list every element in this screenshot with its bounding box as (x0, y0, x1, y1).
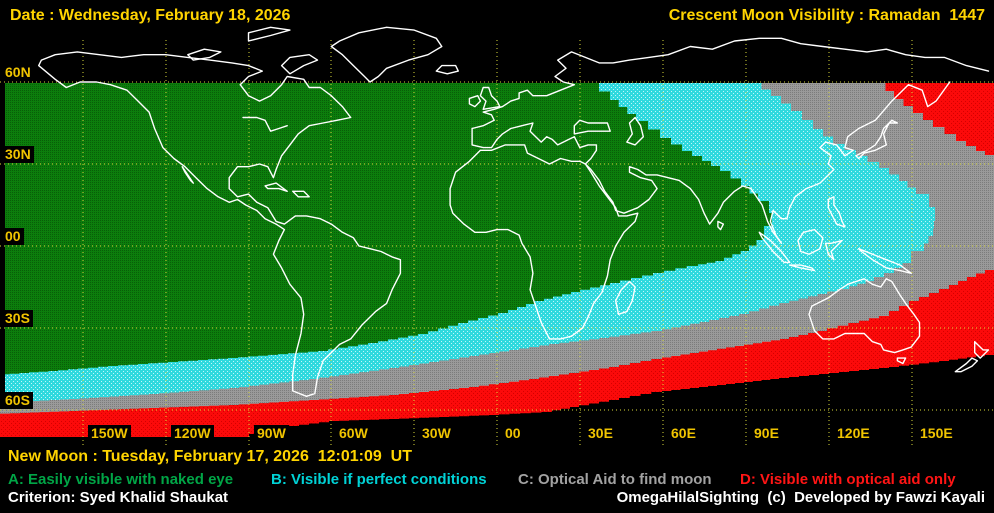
new-moon-time: New Moon : Tuesday, February 17, 2026 12… (8, 448, 412, 465)
page-title: Crescent Moon Visibility : Ramadan 1447 (668, 7, 985, 24)
criterion-credit: Criterion: Syed Khalid Shaukat (8, 489, 229, 506)
legend-item-b: B: Visible if perfect conditions (271, 471, 487, 488)
legend-item-c: C: Optical Aid to find moon (518, 471, 712, 488)
lon-label-90E-8: 90E (751, 425, 782, 442)
legend-item-d: D: Visible with optical aid only (740, 471, 956, 488)
coastline (435, 64, 459, 75)
coastline (292, 190, 310, 198)
coastline (181, 166, 194, 184)
legend-item-a: A: Easily visible with naked eye (8, 471, 234, 488)
coastline (573, 119, 611, 135)
coastline (280, 54, 319, 75)
coastline (858, 248, 912, 274)
lat-label-30N: 30N (2, 146, 34, 163)
coastline (758, 231, 791, 264)
coastline (264, 182, 288, 192)
lon-label-150W-0: 150W (88, 425, 131, 442)
coastline (954, 357, 979, 373)
coastline (855, 119, 899, 160)
coastline (479, 86, 501, 110)
coastline (974, 341, 990, 359)
coastline (808, 278, 921, 354)
coastline (827, 196, 846, 228)
coastline (797, 228, 824, 255)
lon-label-30W-4: 30W (419, 425, 454, 442)
date-label: Date : Wednesday, February 18, 2026 (10, 7, 291, 24)
lon-label-30E-6: 30E (585, 425, 616, 442)
coastline (789, 264, 816, 272)
lat-label-60S: 60S (2, 392, 33, 409)
coastline (449, 144, 639, 340)
coastline (717, 220, 725, 231)
coastline (242, 116, 288, 132)
coastline (187, 48, 222, 61)
lon-label-00-5: 00 (502, 425, 524, 442)
coastline (247, 26, 291, 42)
coastline (896, 357, 907, 365)
lon-label-150E-10: 150E (917, 425, 956, 442)
coastline (824, 239, 843, 261)
coastline (471, 37, 990, 130)
coastline (626, 116, 644, 146)
lon-label-90W-2: 90W (254, 425, 289, 442)
lat-label-00: 00 (2, 228, 24, 245)
coastline (615, 280, 636, 315)
coastline (468, 95, 482, 108)
lon-label-120W-1: 120W (171, 425, 214, 442)
lat-label-60N: 60N (2, 64, 34, 81)
developer-credit: OmegaHilalSighting (c) Developed by Fawz… (616, 489, 985, 506)
coastline (471, 81, 951, 244)
lon-label-60W-3: 60W (336, 425, 371, 442)
zone-a-naked-eye (0, 83, 772, 375)
coastline (330, 26, 443, 83)
coastline (38, 51, 402, 397)
lat-label-30S: 30S (2, 310, 33, 327)
lon-label-120E-9: 120E (834, 425, 873, 442)
lon-label-60E-7: 60E (668, 425, 699, 442)
